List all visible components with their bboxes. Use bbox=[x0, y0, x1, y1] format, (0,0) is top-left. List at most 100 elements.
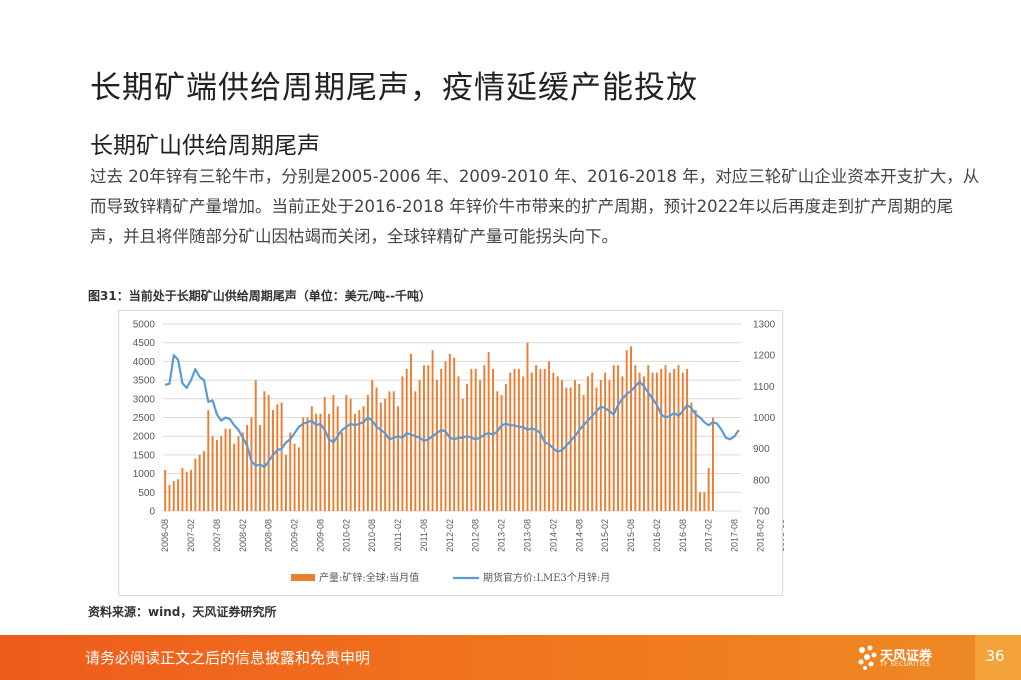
bar bbox=[681, 372, 684, 511]
bar bbox=[586, 376, 589, 511]
bar bbox=[694, 410, 697, 511]
bar bbox=[220, 436, 223, 511]
y-left-tick-label: 1000 bbox=[133, 469, 156, 480]
y-left-tick-label: 3000 bbox=[133, 394, 156, 405]
bar bbox=[371, 380, 374, 511]
footer-bar: 请务必阅读正文之后的信息披露和免责申明 天风证券 TF SECURITIES 3… bbox=[0, 635, 1021, 680]
bar bbox=[625, 350, 628, 511]
bar bbox=[388, 391, 391, 511]
bar bbox=[237, 436, 240, 511]
bar bbox=[435, 380, 438, 511]
bar bbox=[319, 413, 322, 511]
bar bbox=[492, 368, 494, 511]
y-left-tick-label: 2000 bbox=[133, 432, 156, 443]
x-tick-label: 2018-08 bbox=[781, 519, 784, 552]
bar bbox=[280, 402, 283, 511]
bar bbox=[392, 391, 395, 511]
bar bbox=[530, 372, 533, 511]
x-tick-label: 2009-08 bbox=[315, 519, 325, 552]
y-left-tick-label: 4000 bbox=[133, 357, 156, 368]
y-left-tick-label: 2500 bbox=[133, 413, 156, 424]
bar bbox=[358, 410, 361, 511]
bar bbox=[198, 454, 201, 511]
x-tick-label: 2011-08 bbox=[419, 519, 429, 551]
y-right-tick-label: 900 bbox=[753, 444, 770, 455]
bar bbox=[522, 376, 525, 511]
bar bbox=[526, 342, 529, 511]
bar bbox=[535, 365, 538, 511]
x-tick-label: 2011-02 bbox=[393, 519, 403, 551]
bar bbox=[496, 391, 499, 511]
bar bbox=[591, 372, 594, 511]
legend-bar-swatch bbox=[291, 574, 315, 581]
bar bbox=[362, 406, 365, 511]
bar bbox=[302, 417, 305, 511]
bar bbox=[168, 484, 171, 511]
bar bbox=[487, 352, 490, 511]
y-right-tick-label: 1100 bbox=[753, 382, 775, 393]
bar bbox=[686, 368, 689, 511]
x-tick-label: 2013-02 bbox=[497, 519, 507, 552]
bar bbox=[332, 395, 335, 511]
bar-series bbox=[164, 342, 714, 511]
bar bbox=[599, 380, 602, 511]
bar bbox=[397, 406, 400, 511]
x-tick-label: 2012-02 bbox=[445, 519, 455, 552]
x-tick-label: 2008-02 bbox=[238, 519, 248, 552]
bar bbox=[310, 406, 313, 511]
bar bbox=[414, 391, 417, 511]
bar bbox=[293, 443, 296, 511]
x-tick-label: 2006-08 bbox=[160, 519, 170, 552]
bar bbox=[617, 365, 620, 511]
y-right-tick-label: 800 bbox=[753, 475, 770, 486]
bar bbox=[621, 376, 624, 511]
page-number: 36 bbox=[985, 647, 1005, 665]
bar bbox=[418, 380, 421, 511]
company-logo: 天风证券 TF SECURITIES bbox=[858, 643, 958, 673]
bar bbox=[453, 357, 456, 511]
bar bbox=[612, 365, 615, 511]
bar bbox=[500, 395, 503, 511]
bar bbox=[711, 417, 714, 511]
bar bbox=[164, 469, 167, 511]
bar bbox=[569, 387, 572, 511]
bar bbox=[224, 428, 227, 511]
bar bbox=[517, 368, 520, 511]
bar bbox=[405, 368, 408, 511]
legend-bar-label: 产量:矿锌:全球:当月值 bbox=[319, 571, 419, 584]
y-left-tick-label: 0 bbox=[149, 507, 155, 518]
bar bbox=[241, 432, 244, 511]
bar bbox=[677, 365, 680, 511]
chart-legend: 产量:矿锌:全球:当月值 期货官方价:LME3个月锌:月 bbox=[291, 571, 610, 584]
page-number-box: 36 bbox=[975, 635, 1021, 680]
bar bbox=[272, 410, 274, 511]
section-subtitle: 长期矿山供给周期尾声 bbox=[90, 133, 320, 159]
bar bbox=[172, 481, 175, 511]
bar bbox=[440, 368, 443, 511]
x-tick-label: 2010-02 bbox=[341, 519, 351, 552]
x-tick-label: 2007-08 bbox=[212, 519, 222, 552]
bar bbox=[250, 417, 253, 511]
bar bbox=[561, 380, 563, 511]
bar bbox=[289, 432, 292, 511]
source-note: 资料来源：wind，天风证券研究所 bbox=[88, 605, 277, 619]
bar bbox=[513, 368, 516, 511]
bar bbox=[181, 467, 184, 511]
bar bbox=[366, 395, 369, 511]
bar bbox=[203, 451, 205, 511]
bar bbox=[573, 380, 576, 511]
bar bbox=[638, 372, 641, 511]
bar bbox=[349, 398, 352, 511]
x-tick-label: 2010-08 bbox=[367, 519, 377, 552]
bar bbox=[578, 383, 581, 511]
footer-disclaimer[interactable]: 请务必阅读正文之后的信息披露和免责申明 bbox=[85, 649, 371, 667]
bar bbox=[194, 458, 197, 511]
bar bbox=[444, 361, 447, 511]
bar bbox=[215, 439, 218, 511]
x-tick-label: 2016-08 bbox=[678, 519, 688, 552]
bar bbox=[504, 383, 507, 511]
x-axis: 2006-08 2007-02 2007-08 2008-02 2008-08 2009-… bbox=[160, 519, 784, 552]
bar bbox=[466, 383, 469, 511]
bar bbox=[401, 376, 404, 511]
chart-frame: 5000 4500 4000 3500 3000 2500 2000 1500 1000 500 0… bbox=[118, 310, 784, 596]
